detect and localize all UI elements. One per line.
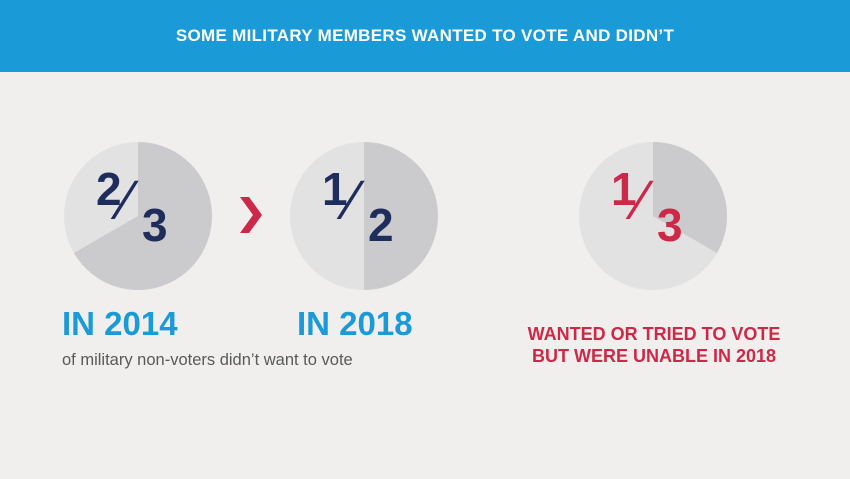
unable-caption: WANTED OR TRIED TO VOTE BUT WERE UNABLE … — [484, 323, 824, 367]
fraction-unable-slash: ⁄ — [637, 168, 647, 231]
fraction-2018-slash: ⁄ — [348, 168, 358, 231]
pie-2018-slice — [364, 142, 438, 290]
unable-caption-line1: WANTED OR TRIED TO VOTE — [527, 324, 781, 344]
pie-svg-2014 — [64, 142, 212, 290]
chevron-right-icon — [240, 197, 262, 233]
pie-chart-2018: 1 ⁄ 2 — [290, 142, 438, 290]
unable-caption-line2: BUT WERE UNABLE IN 2018 — [531, 346, 777, 366]
fraction-2018-numerator: 1 — [322, 163, 348, 215]
pie-svg-2018 — [290, 142, 438, 290]
year-label-2014: IN 2014 — [62, 305, 178, 342]
header-banner: SOME MILITARY MEMBERS WANTED TO VOTE AND… — [0, 0, 850, 72]
fraction-unable-denominator: 3 — [657, 199, 683, 251]
pie-2014-slice — [73, 142, 212, 290]
pie-chart-unable: 1 ⁄ 3 — [579, 142, 727, 290]
fraction-2018: 1 ⁄ 2 — [290, 142, 438, 290]
fraction-2014-denominator: 3 — [142, 199, 168, 251]
fraction-2014: 2 ⁄ 3 — [64, 142, 212, 290]
pie-chart-2014: 2 ⁄ 3 — [64, 142, 212, 290]
pie-unable-slice — [653, 142, 727, 253]
non-voters-subtext: of military non-voters didn’t want to vo… — [62, 351, 353, 369]
year-label-2018: IN 2018 — [297, 305, 413, 342]
fraction-unable: 1 ⁄ 3 — [579, 142, 727, 290]
fraction-unable-numerator: 1 — [611, 163, 637, 215]
fraction-2018-denominator: 2 — [368, 199, 394, 251]
banner-title: SOME MILITARY MEMBERS WANTED TO VOTE AND… — [175, 26, 675, 45]
fraction-2014-numerator: 2 — [96, 163, 122, 215]
fraction-2014-slash: ⁄ — [122, 168, 132, 231]
pie-svg-unable — [579, 142, 727, 290]
